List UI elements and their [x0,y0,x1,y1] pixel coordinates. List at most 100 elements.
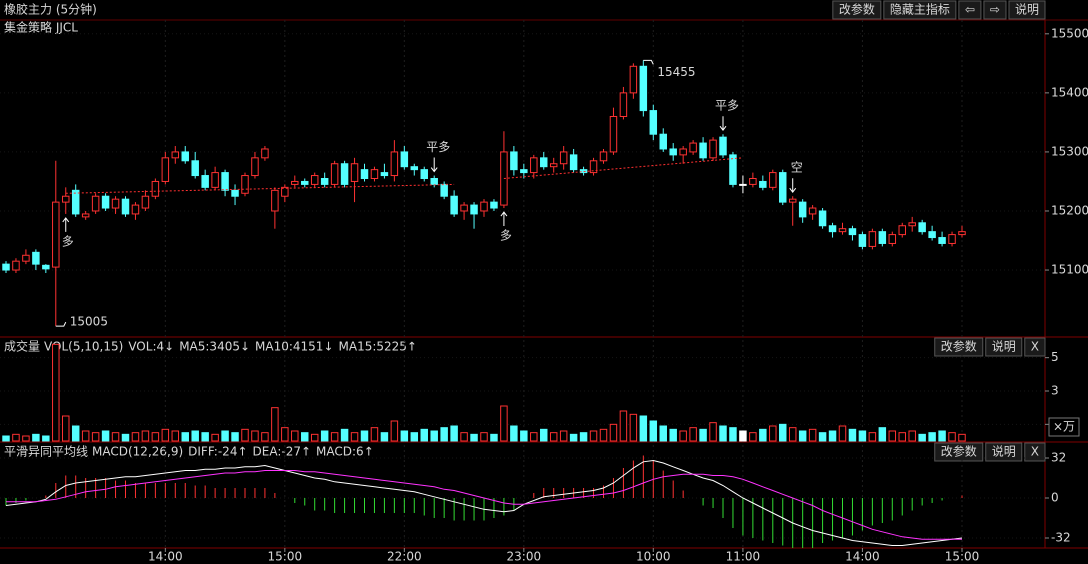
button[interactable] [985,442,1023,462]
volume-bar [729,427,737,442]
candle-body [241,175,249,194]
volume-bar [450,425,458,442]
volume-bar [709,422,717,442]
volume-bar [808,428,817,442]
button-label[interactable]: 说明 [992,339,1016,354]
legend-item: MACD:6↑ [316,445,374,459]
volume-bar [360,430,369,442]
button-label[interactable]: 说明 [992,444,1016,459]
candle-body [868,231,877,247]
candle-body [320,178,329,185]
y-tick-label: 15400 [1051,85,1088,99]
button[interactable] [1024,337,1046,357]
y-tick-label: -32 [1051,531,1071,545]
volume-bar [301,432,309,442]
volume-bar [121,433,130,442]
candle-body [450,195,458,215]
button[interactable] [832,0,882,20]
candle-body [769,172,777,188]
button[interactable] [983,0,1007,20]
candle-body [739,183,747,186]
volume-bar [211,433,219,442]
volume-bar [71,425,80,442]
volume-bar [589,430,598,442]
candle-body [191,160,199,177]
y-tick-label: 5 [1051,350,1059,364]
candle-body [470,204,478,215]
candle-body [609,115,618,153]
macd-line [6,470,962,540]
volume-bar [629,413,638,442]
candle-body [679,148,687,156]
signal-arrow [789,178,797,194]
button-label[interactable]: X [1031,340,1039,354]
button-label[interactable]: 改参数 [941,444,977,459]
volume-bar [191,430,199,442]
candle-body [181,151,189,162]
volume-bar [181,432,189,442]
candle-body [430,178,438,185]
x-tick-label: 15:00 [945,550,980,564]
candle-body [569,154,578,171]
volume-bar [480,432,488,442]
candle-body [858,234,867,247]
volume-bar [510,425,518,442]
button[interactable] [934,337,984,357]
volume-bar [151,432,160,442]
button[interactable] [883,0,957,20]
candle-body [91,195,100,212]
volume-bar [470,433,478,442]
candle-body [729,154,737,185]
button[interactable] [985,337,1023,357]
candle-body [480,201,488,212]
volume-bar [370,427,379,442]
button[interactable] [1008,0,1046,20]
button[interactable] [958,0,982,20]
volume-bar [380,432,389,442]
candle-body [111,198,120,209]
volume-bar [500,405,508,442]
volume-bar [828,430,837,442]
candle-body [490,201,498,209]
candle-body [121,198,130,215]
button-label[interactable]: ⇨ [990,3,1000,17]
button-label[interactable]: X [1031,445,1039,459]
volume-bar [659,425,667,442]
volume-bar [221,430,229,442]
candle-body [798,201,807,218]
volume-bar [759,428,767,442]
candle-body [908,222,916,227]
candle-body [161,157,170,182]
volume-bar [649,420,658,442]
button-label[interactable]: 改参数 [941,339,977,354]
button-label[interactable]: 说明 [1015,2,1039,17]
volume-bar [520,430,528,442]
button-label[interactable]: 隐藏主指标 [890,2,950,17]
pane-title: 成交量 [4,339,40,354]
volume-bar [320,430,329,442]
candle-body [818,210,827,227]
candle-body [540,157,548,168]
candle-body [32,251,40,265]
signal-label: 平多 [426,140,450,154]
volume-bar [699,428,707,442]
volume-bar [52,343,60,442]
candle-body [948,234,956,244]
signal-arrow [500,211,508,227]
button[interactable] [934,442,984,462]
candle-body [709,139,717,159]
x-tick-label: 22:00 [387,550,422,564]
volume-bar [928,432,936,442]
button-label[interactable]: 改参数 [839,2,875,17]
candle-body [599,151,608,162]
candle-body [211,172,219,188]
volume-bar [878,427,887,442]
button-label[interactable]: ⇦ [965,3,975,17]
button[interactable] [1024,442,1046,462]
candle-body [62,195,70,203]
volume-bar [161,428,170,442]
candle-body [629,65,638,94]
candle-body [689,142,697,153]
candle-body [559,151,568,165]
candle-body [759,180,767,188]
